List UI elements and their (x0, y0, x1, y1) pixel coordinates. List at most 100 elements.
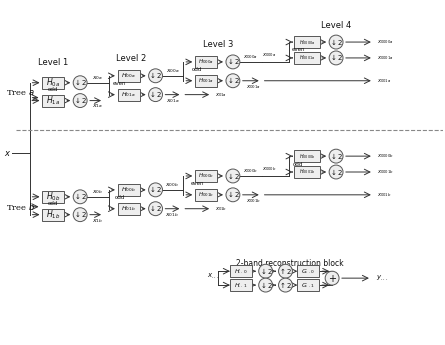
Text: $+$: $+$ (328, 273, 336, 284)
Circle shape (73, 190, 87, 204)
FancyBboxPatch shape (42, 209, 64, 220)
Text: $\downarrow$2: $\downarrow$2 (148, 90, 163, 99)
FancyBboxPatch shape (297, 279, 319, 291)
Text: $G_{..1}$: $G_{..1}$ (301, 280, 315, 289)
Text: $H_{0000b}$: $H_{0000b}$ (299, 152, 316, 160)
Text: $H_{00b}$: $H_{00b}$ (121, 185, 136, 194)
Circle shape (329, 149, 343, 163)
Circle shape (73, 208, 87, 221)
Text: $H_{000b}$: $H_{000b}$ (198, 171, 214, 180)
Text: $\downarrow$2: $\downarrow$2 (148, 204, 163, 213)
Circle shape (149, 69, 162, 83)
Circle shape (226, 74, 240, 88)
Circle shape (226, 169, 240, 183)
FancyBboxPatch shape (118, 203, 140, 215)
Text: $\downarrow$2: $\downarrow$2 (259, 280, 273, 289)
Text: Tree $a$: Tree $a$ (6, 88, 35, 97)
Circle shape (329, 165, 343, 179)
Text: $H_{000a}$: $H_{000a}$ (198, 58, 214, 66)
Circle shape (279, 264, 292, 278)
Text: $x_{0b}$: $x_{0b}$ (93, 188, 104, 196)
Text: even: even (190, 181, 204, 186)
Text: $x_{1b}$: $x_{1b}$ (93, 217, 104, 225)
Circle shape (259, 278, 273, 292)
Text: $\downarrow$2: $\downarrow$2 (73, 78, 87, 87)
Text: $\uparrow$2: $\uparrow$2 (279, 266, 293, 276)
Circle shape (226, 55, 240, 69)
FancyBboxPatch shape (42, 77, 64, 89)
FancyBboxPatch shape (42, 95, 64, 107)
Text: $\downarrow$2: $\downarrow$2 (329, 53, 343, 62)
Text: Level 2: Level 2 (116, 55, 146, 63)
FancyBboxPatch shape (297, 265, 319, 277)
Text: $x_{001b}$: $x_{001b}$ (377, 191, 391, 199)
Text: even: even (291, 48, 305, 52)
Circle shape (73, 93, 87, 108)
Text: $H_{1b}$: $H_{1b}$ (46, 208, 61, 221)
Text: $H_{01b}$: $H_{01b}$ (121, 204, 136, 213)
Text: $H_{..0}$: $H_{..0}$ (234, 267, 248, 276)
FancyBboxPatch shape (195, 75, 217, 87)
Text: $H_{00a}$: $H_{00a}$ (121, 71, 136, 80)
Text: odd: odd (115, 195, 125, 200)
Circle shape (226, 188, 240, 202)
Circle shape (329, 51, 343, 65)
Circle shape (279, 278, 292, 292)
Text: $x_{01a}$: $x_{01a}$ (215, 91, 227, 99)
Text: $H_{0001a}$: $H_{0001a}$ (299, 53, 316, 62)
Text: $\downarrow$2: $\downarrow$2 (226, 76, 240, 85)
Text: $\downarrow$2: $\downarrow$2 (329, 38, 343, 47)
FancyBboxPatch shape (230, 279, 252, 291)
Circle shape (149, 88, 162, 101)
Text: Tree $b$: Tree $b$ (6, 201, 35, 212)
FancyBboxPatch shape (295, 52, 320, 64)
Text: $H_{001b}$: $H_{001b}$ (198, 190, 214, 199)
Circle shape (149, 183, 162, 197)
Text: $\downarrow$2: $\downarrow$2 (73, 96, 87, 105)
Text: $\downarrow$2: $\downarrow$2 (148, 71, 163, 80)
FancyBboxPatch shape (295, 36, 320, 48)
Text: $H_{0001b}$: $H_{0001b}$ (299, 168, 316, 176)
Circle shape (259, 264, 273, 278)
Text: $\downarrow$2: $\downarrow$2 (226, 57, 240, 67)
FancyBboxPatch shape (230, 265, 252, 277)
Text: $x_{000b}$: $x_{000b}$ (243, 167, 258, 175)
Text: $y_{...}$: $y_{...}$ (376, 274, 388, 283)
Circle shape (73, 76, 87, 90)
Text: $x_{01a}$: $x_{01a}$ (166, 97, 179, 105)
Text: $x_{001a}$: $x_{001a}$ (377, 77, 391, 85)
Text: $x_{0000a}$: $x_{0000a}$ (377, 38, 393, 46)
FancyBboxPatch shape (118, 89, 140, 101)
Text: Level 3: Level 3 (203, 40, 233, 49)
Text: $x_{01b}$: $x_{01b}$ (215, 205, 227, 213)
Text: $G_{..0}$: $G_{..0}$ (301, 267, 315, 276)
Text: odd: odd (192, 67, 202, 72)
Text: $\downarrow$2: $\downarrow$2 (329, 151, 343, 161)
Text: $H_{..1}$: $H_{..1}$ (234, 280, 247, 289)
Text: $H_{01a}$: $H_{01a}$ (121, 90, 136, 99)
Text: 2-band reconstruction block: 2-band reconstruction block (236, 259, 343, 268)
Text: $x_{000b}$: $x_{000b}$ (263, 165, 277, 173)
FancyBboxPatch shape (118, 184, 140, 196)
Text: Level 4: Level 4 (321, 21, 351, 30)
Text: $x_{000a}$: $x_{000a}$ (243, 53, 258, 61)
Text: $H_{1a}$: $H_{1a}$ (46, 94, 61, 107)
Text: $x_{0a}$: $x_{0a}$ (93, 74, 104, 82)
Text: odd: odd (293, 161, 303, 167)
Circle shape (325, 271, 339, 285)
Text: $x_{0001a}$: $x_{0001a}$ (377, 54, 393, 62)
Circle shape (329, 35, 343, 49)
Text: $x_{0000b}$: $x_{0000b}$ (377, 152, 393, 160)
Text: Level 1: Level 1 (38, 58, 69, 67)
Text: odd: odd (48, 201, 59, 206)
Text: $H_{0b}$: $H_{0b}$ (46, 190, 61, 203)
Text: $x_{00a}$: $x_{00a}$ (166, 67, 179, 75)
Text: $\downarrow$2: $\downarrow$2 (73, 210, 87, 219)
Text: $\downarrow$2: $\downarrow$2 (226, 171, 240, 180)
Text: $H_{0a}$: $H_{0a}$ (46, 77, 61, 89)
Text: $x_{001b}$: $x_{001b}$ (246, 197, 261, 205)
FancyBboxPatch shape (195, 56, 217, 68)
FancyBboxPatch shape (118, 70, 140, 82)
Text: $H_{0000a}$: $H_{0000a}$ (299, 38, 316, 47)
FancyBboxPatch shape (295, 150, 320, 162)
